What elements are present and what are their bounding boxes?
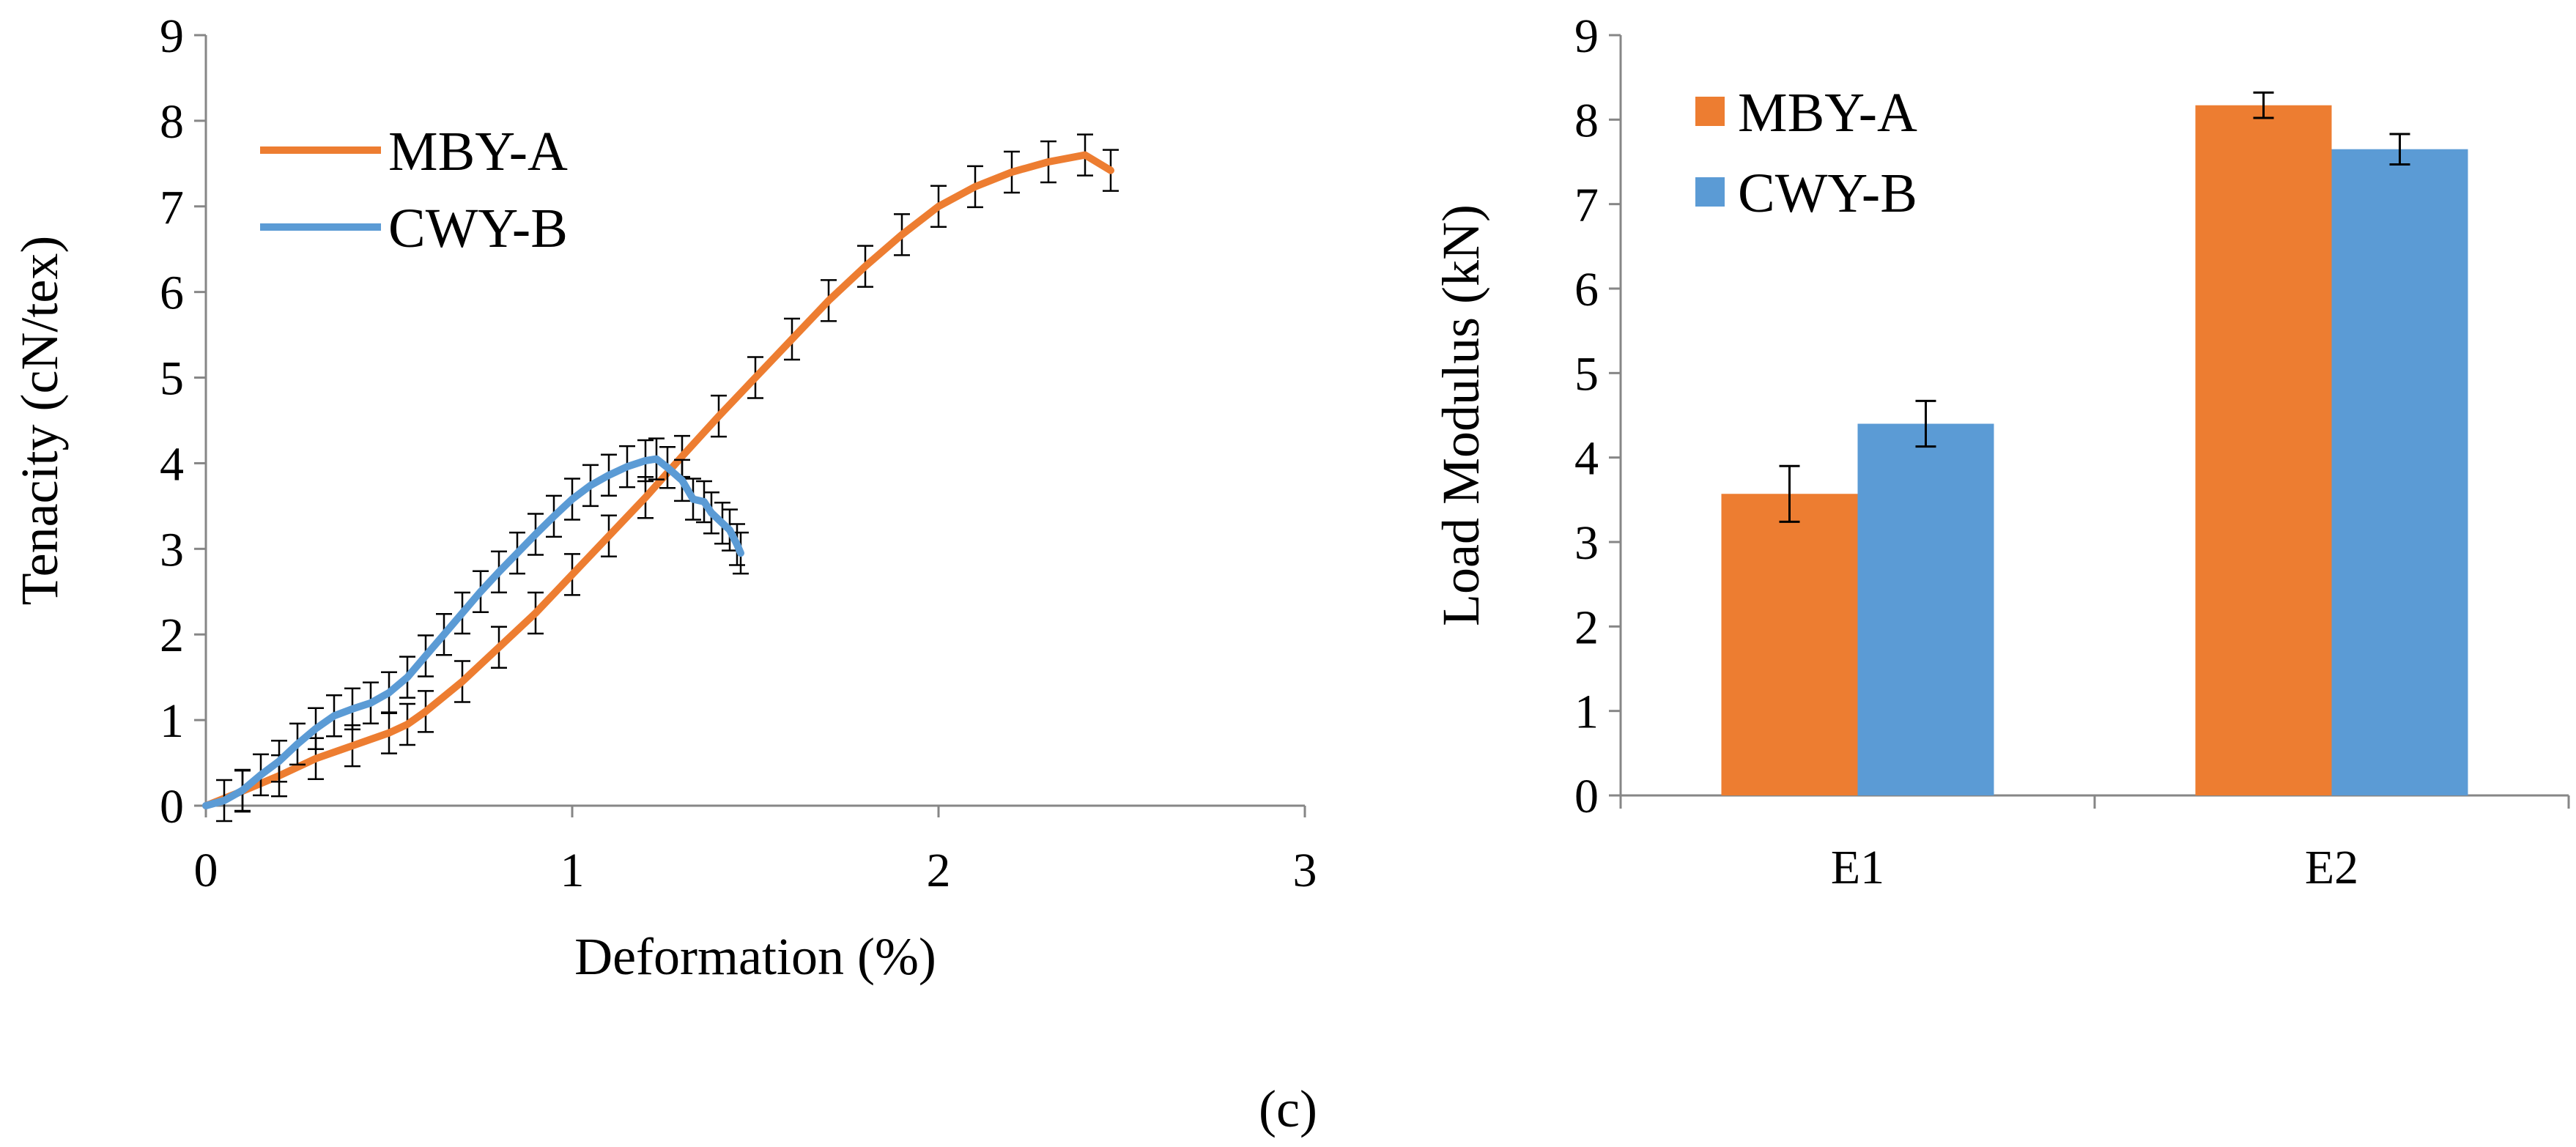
y-tick-label: 9 (1574, 10, 1599, 63)
error-bar (1915, 399, 1936, 448)
y-tick-label: 8 (160, 95, 184, 149)
tenacity-line-chart: 0 1 2 3 4 5 6 7 8 9 0 1 2 3 Deformation (%) Tenacity (c… (10, 10, 1317, 986)
y-tick-label: 6 (160, 267, 184, 320)
x-tick-label: 0 (194, 844, 218, 897)
y-tick-label: 4 (160, 437, 184, 491)
error-bar (2389, 133, 2410, 166)
y-tick-label: 2 (1574, 601, 1599, 654)
y-tick-label: 9 (160, 10, 184, 63)
x-tick-label: 2 (927, 844, 951, 897)
load-modulus-bar-chart: 0 1 2 3 4 5 6 7 8 9 E1 E2 Load Modulus (kN) MBY-A CWY-… (1432, 10, 2570, 894)
y-tick-label: 3 (1574, 516, 1599, 570)
x-category-label: E2 (2305, 841, 2358, 894)
y-tick-label: 3 (160, 523, 184, 576)
legend-label: MBY-A (1738, 82, 1917, 144)
y-axis-title: Load Modulus (kN) (1432, 204, 1490, 626)
y-tick-label: 7 (160, 181, 184, 234)
error-bar (1779, 464, 1800, 523)
legend-label: CWY-B (1738, 163, 1917, 224)
y-tick-label: 1 (1574, 686, 1599, 739)
y-tick-label: 1 (160, 694, 184, 748)
legend-label: CWY-B (388, 198, 568, 259)
x-tick-label: 1 (560, 844, 585, 897)
error-bar (2253, 91, 2274, 119)
series-line-mby-a (202, 151, 1114, 809)
y-axis-title: Tenacity (cN/tex) (10, 236, 69, 606)
y-tick-label: 2 (160, 609, 184, 662)
x-tick-label: 3 (1293, 844, 1317, 897)
legend-label: MBY-A (388, 121, 568, 182)
y-tick-label: 7 (1574, 179, 1599, 232)
y-tick-label: 6 (1574, 263, 1599, 316)
series-line-cwy-b (202, 455, 744, 809)
bar-cwy-b-e1 (1857, 423, 1994, 795)
y-tick-label: 4 (1574, 432, 1599, 486)
x-axis-title: Deformation (%) (574, 927, 936, 986)
bar-mby-a-e2 (2195, 105, 2332, 795)
legend-swatch (1695, 97, 1725, 126)
bar-mby-a-e1 (1721, 494, 1858, 795)
y-tick-label: 5 (1574, 347, 1599, 401)
figure-caption: (c) (1259, 1080, 1317, 1138)
bar-cwy-b-e2 (2331, 149, 2468, 795)
legend-swatch (1695, 177, 1725, 207)
y-tick-label: 5 (160, 352, 184, 406)
y-tick-label: 0 (160, 780, 184, 834)
y-tick-label: 0 (1574, 770, 1599, 823)
x-category-label: E1 (1831, 841, 1884, 894)
y-tick-label: 8 (1574, 94, 1599, 147)
